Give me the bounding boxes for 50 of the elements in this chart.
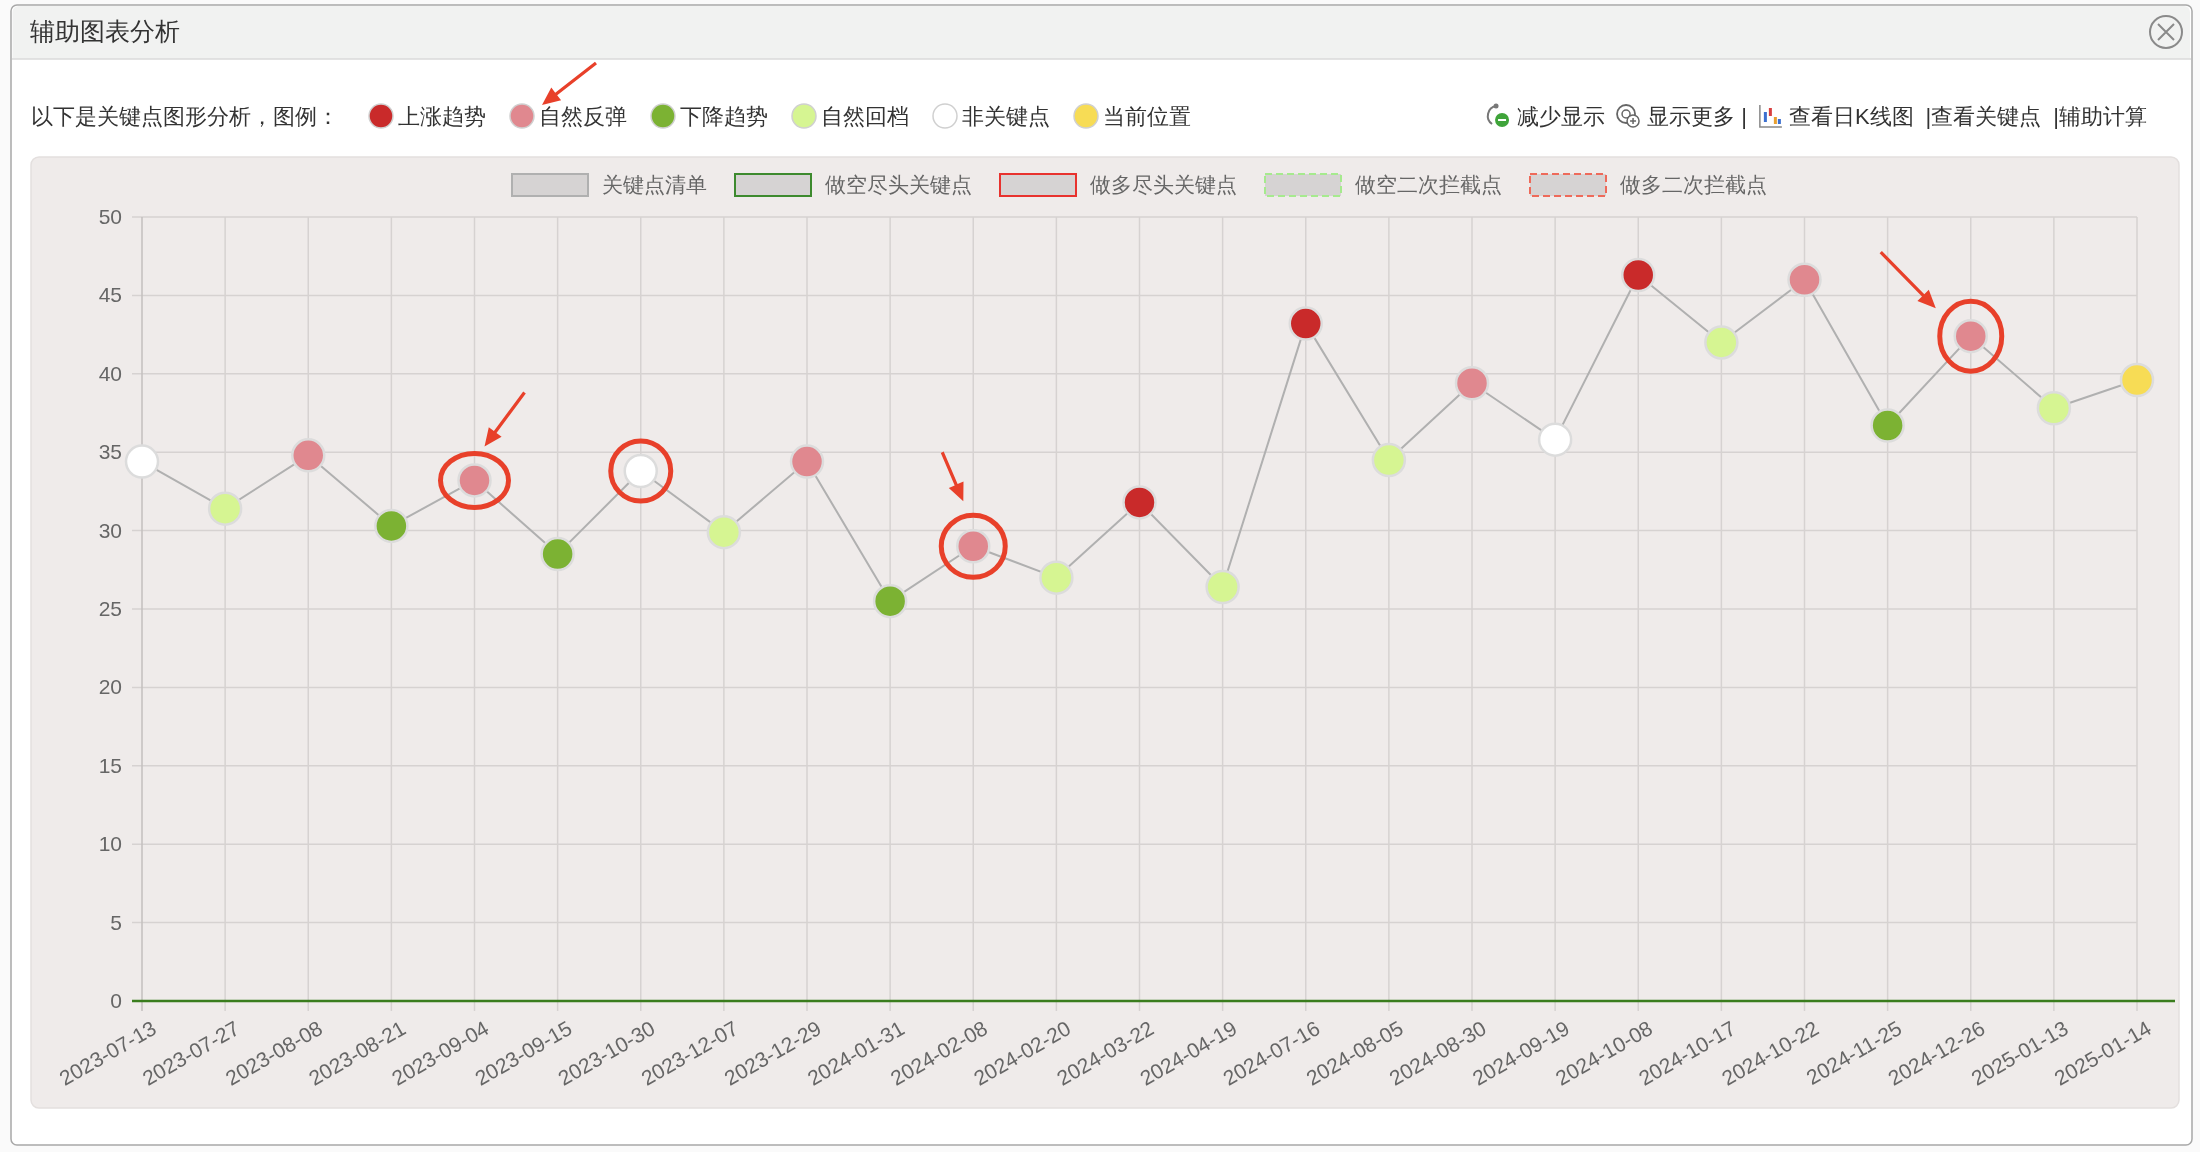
point [1787, 262, 1822, 297]
chart-title: 辅助图表分析 [30, 17, 180, 45]
text: 显示更多 | [1647, 104, 1747, 129]
y-tick-label: 45 [98, 283, 122, 307]
point [2036, 391, 2072, 426]
legend-label: 关键点清单 [602, 173, 707, 196]
legend-label: 做空二次拦截点 [1355, 173, 1502, 196]
legend-label: 上涨趋势 [398, 104, 486, 129]
text: 查看日K线图 [1788, 104, 1914, 129]
point [1537, 422, 1573, 457]
y-tick-label: 30 [98, 518, 122, 542]
y-tick-label: 15 [98, 753, 122, 777]
point [1454, 365, 1490, 401]
point [1288, 306, 1323, 341]
y-tick-label: 0 [110, 989, 122, 1012]
point [872, 583, 908, 619]
chart-subtitle: 以下是关键点图形分析，图例： [31, 104, 339, 129]
point [706, 514, 742, 550]
point [2119, 362, 2155, 398]
point [291, 438, 326, 473]
point [1122, 485, 1157, 520]
text: |辅助计算 [2053, 104, 2147, 129]
point [1039, 560, 1074, 595]
y-tick-label: 5 [110, 910, 122, 934]
point [374, 508, 409, 544]
point [1870, 408, 1905, 443]
text: 减少显示 [1517, 104, 1606, 129]
legend-label: 当前位置 [1103, 104, 1191, 129]
point [1704, 325, 1739, 360]
point [789, 444, 825, 479]
point [207, 491, 243, 526]
legend-label: 自然反弹 [539, 104, 627, 129]
legend-label: 做空尽头关键点 [825, 173, 972, 196]
y-tick-label: 25 [98, 597, 122, 620]
y-tick-label: 35 [98, 440, 122, 464]
legend-label: 做多尽头关键点 [1090, 173, 1237, 196]
legend-label: 下降趋势 [680, 104, 768, 129]
legend-label: 自然回档 [821, 104, 909, 129]
point [540, 536, 575, 572]
text: |查看关键点 [1925, 104, 2042, 129]
y-tick-label: 10 [98, 832, 122, 856]
point [1205, 569, 1240, 605]
legend-label: 非关键点 [962, 104, 1050, 129]
point [124, 444, 160, 479]
legend-label: 做多二次拦截点 [1620, 173, 1767, 196]
y-tick-label: 20 [98, 675, 122, 699]
y-tick-label: 50 [98, 205, 122, 228]
point [1371, 442, 1407, 478]
point [1621, 257, 1656, 293]
y-tick-label: 40 [98, 361, 122, 385]
